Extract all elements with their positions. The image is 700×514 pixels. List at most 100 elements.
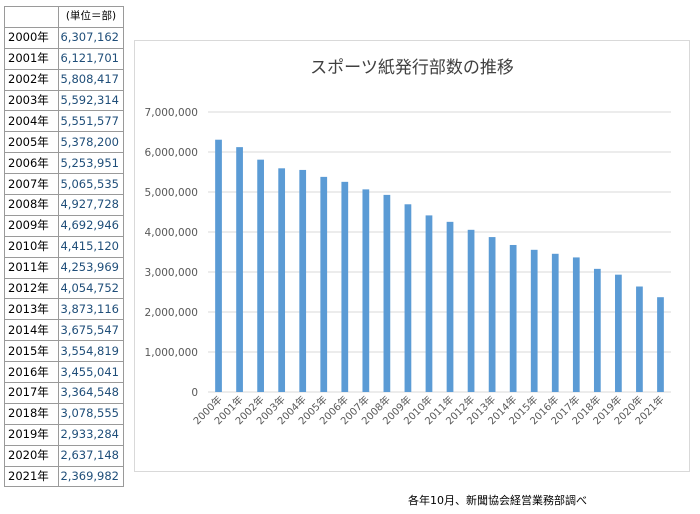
year-cell: 2012年 (4, 277, 59, 300)
data-table: (単位＝部) 2000年 6,307,162 2001年 6,121,701 2002年… (4, 6, 124, 488)
bar (320, 176, 328, 392)
year-cell: 2005年 (4, 131, 59, 154)
bar (551, 253, 559, 392)
bar (362, 189, 370, 392)
bar (657, 297, 664, 392)
table-row: 2008年 4,927,728 (4, 194, 124, 216)
bar (425, 215, 433, 392)
year-cell: 2019年 (4, 423, 59, 446)
bar (446, 221, 454, 392)
year-cell: 2013年 (4, 298, 59, 321)
year-cell: 2000年 (4, 26, 59, 49)
value-cell: 5,253,951 (58, 152, 124, 175)
bar (278, 168, 286, 392)
y-tick-label: 4,000,000 (145, 227, 198, 239)
table-row: 2021年 2,369,982 (4, 465, 124, 488)
year-cell: 2006年 (4, 152, 59, 175)
value-cell: 4,054,752 (58, 277, 124, 300)
chart-area: スポーツ紙発行部数の推移 0 1,000,000 2,000,000 3,000,00… (134, 40, 690, 472)
value-cell: 3,675,547 (58, 319, 124, 342)
year-cell: 2015年 (4, 340, 59, 363)
value-cell: 3,873,116 (58, 298, 124, 321)
bar (236, 147, 243, 392)
year-cell: 2010年 (4, 235, 59, 258)
y-tick-label: 3,000,000 (145, 267, 198, 279)
y-tick-label: 6,000,000 (145, 147, 198, 159)
table-row: 2001年 6,121,701 (4, 47, 124, 70)
bar (488, 237, 496, 392)
y-tick-label: 2,000,000 (145, 307, 198, 319)
bar (299, 169, 307, 392)
y-tick-label: 5,000,000 (145, 187, 198, 199)
value-cell: 4,415,120 (58, 235, 124, 258)
year-cell: 2001年 (4, 47, 59, 70)
bar (341, 181, 349, 392)
chart-title: スポーツ紙発行部数の推移 (310, 58, 514, 78)
bar (509, 244, 517, 392)
bar (636, 286, 643, 392)
y-tick-label: 1,000,000 (145, 347, 198, 359)
year-cell: 2014年 (4, 319, 59, 342)
value-cell: 2,637,148 (58, 444, 124, 467)
value-cell: 4,253,969 (58, 256, 124, 279)
value-cell: 6,307,162 (58, 26, 124, 49)
year-cell: 2011年 (4, 256, 59, 279)
table-row: 2019年 2,933,284 (4, 423, 124, 446)
table-row: 2005年 5,378,200 (4, 131, 124, 154)
year-cell: 2002年 (4, 68, 59, 91)
table-row: 2009年 4,692,946 (4, 214, 124, 237)
year-cell: 2021年 (4, 465, 59, 488)
year-cell: 2008年 (4, 194, 59, 216)
year-cell: 2018年 (4, 402, 59, 425)
value-cell: 4,692,946 (58, 214, 124, 237)
year-cell: 2004年 (4, 110, 59, 133)
table-row: 2011年 4,253,969 (4, 256, 124, 279)
bar-chart: 0 1,000,000 2,000,000 3,000,000 4,000,000 5,0… (145, 107, 671, 427)
bar (383, 194, 391, 392)
table-row: 2015年 3,554,819 (4, 340, 124, 363)
value-cell: 4,927,728 (58, 194, 124, 216)
table-row: 2010年 4,415,120 (4, 235, 124, 258)
value-cell: 5,551,577 (58, 110, 124, 133)
table-row: 2017年 3,364,548 (4, 382, 124, 404)
value-cell: 3,455,041 (58, 361, 124, 384)
bar (615, 274, 622, 392)
value-cell: 5,808,417 (58, 68, 124, 91)
year-cell: 2009年 (4, 214, 59, 237)
table-header-row: (単位＝部) (4, 6, 124, 28)
year-cell: 2016年 (4, 361, 59, 384)
y-tick-label: 0 (191, 387, 198, 399)
value-cell: 5,065,535 (58, 173, 124, 196)
bar (215, 139, 222, 392)
value-cell: 2,933,284 (58, 423, 124, 446)
table-row: 2002年 5,808,417 (4, 68, 124, 91)
value-cell: 2,369,982 (58, 465, 124, 488)
table-row: 2013年 3,873,116 (4, 298, 124, 321)
table-header-blank-cell (4, 6, 59, 28)
bar (257, 159, 264, 392)
table-row: 2014年 3,675,547 (4, 319, 124, 342)
unit-label: (単位＝部) (58, 6, 124, 28)
year-cell: 2003年 (4, 89, 59, 112)
table-row: 2016年 3,455,041 (4, 361, 124, 384)
table-row: 2007年 5,065,535 (4, 173, 124, 196)
table-row: 2018年 3,078,555 (4, 402, 124, 425)
year-cell: 2007年 (4, 173, 59, 196)
table-row: 2004年 5,551,577 (4, 110, 124, 133)
value-cell: 3,554,819 (58, 340, 124, 363)
table-row: 2000年 6,307,162 (4, 26, 124, 49)
y-tick-label: 7,000,000 (145, 107, 198, 119)
source-note: 各年10月、新聞協会経営業務部調べ (408, 494, 587, 507)
value-cell: 3,364,548 (58, 382, 124, 404)
bar (467, 229, 475, 392)
bar (593, 268, 601, 392)
bar (572, 257, 580, 392)
value-cell: 5,592,314 (58, 89, 124, 112)
table-row: 2006年 5,253,951 (4, 152, 124, 175)
year-cell: 2017年 (4, 382, 59, 404)
value-cell: 6,121,701 (58, 47, 124, 70)
value-cell: 3,078,555 (58, 402, 124, 425)
table-row: 2012年 4,054,752 (4, 277, 124, 300)
year-cell: 2020年 (4, 444, 59, 467)
bar (404, 204, 412, 392)
